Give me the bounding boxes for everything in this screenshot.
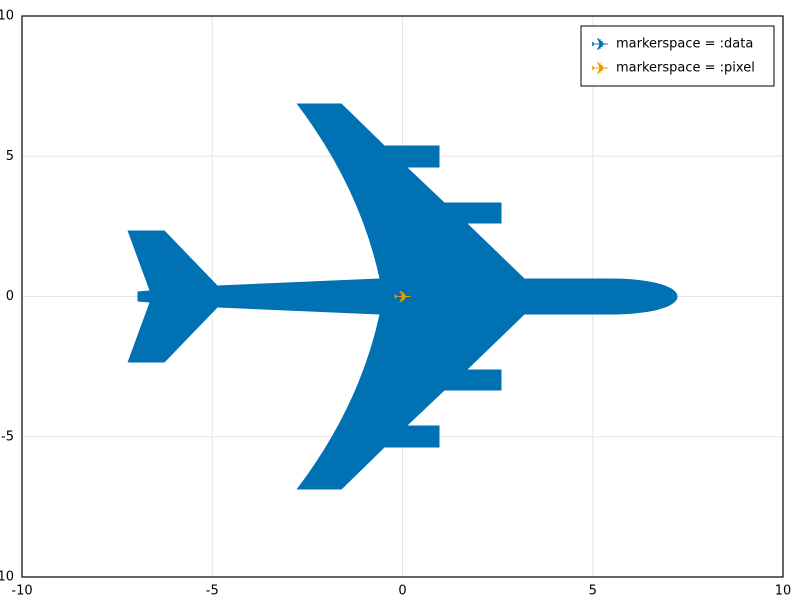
y-tick-label: 5	[6, 149, 14, 164]
axis-frame	[21, 15, 784, 578]
x-tick-label: -10	[11, 584, 32, 599]
y-tick-label: 10	[0, 9, 14, 24]
y-tick-label: -10	[0, 570, 14, 585]
x-tick-label: 5	[589, 584, 597, 599]
plot-marks	[127, 103, 678, 490]
y-tick-label: 0	[6, 289, 14, 304]
x-tick-label: 0	[398, 584, 406, 599]
legend-label: markerspace = :data	[616, 37, 753, 52]
legend-label: markerspace = :pixel	[616, 61, 755, 76]
tick-labels: -10 -5 0 5 10 -10 -5 0 5 10	[0, 9, 791, 599]
y-tick-label: -5	[1, 429, 14, 444]
x-tick-label: 10	[775, 584, 792, 599]
x-tick-label: -5	[206, 584, 219, 599]
legend: markerspace = :data markerspace = :pixel	[580, 25, 775, 87]
legend-box	[580, 25, 775, 87]
